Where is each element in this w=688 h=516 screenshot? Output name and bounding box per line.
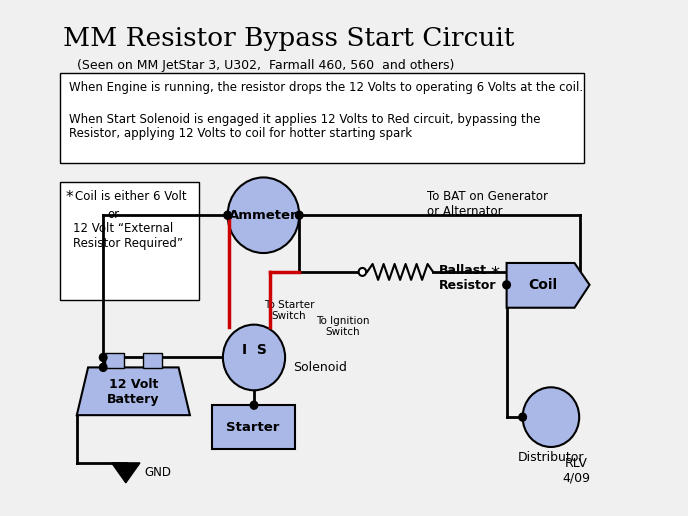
Polygon shape	[77, 367, 190, 415]
Circle shape	[503, 281, 510, 289]
Circle shape	[228, 178, 299, 253]
Circle shape	[519, 413, 526, 421]
Circle shape	[100, 363, 107, 372]
Text: Resistor, applying 12 Volts to coil for hotter starting spark: Resistor, applying 12 Volts to coil for …	[69, 127, 412, 140]
Text: Ammeter: Ammeter	[229, 209, 298, 222]
FancyBboxPatch shape	[212, 405, 294, 449]
Text: I  S: I S	[241, 343, 266, 357]
FancyBboxPatch shape	[60, 73, 584, 163]
Circle shape	[250, 401, 258, 409]
Polygon shape	[506, 263, 590, 308]
Text: When Start Solenoid is engaged it applies 12 Volts to Red circuit, bypassing the: When Start Solenoid is engaged it applie…	[69, 113, 541, 126]
Text: Ballast
Resistor: Ballast Resistor	[439, 264, 496, 292]
Circle shape	[358, 268, 366, 276]
Text: To BAT on Generator
or Alternator: To BAT on Generator or Alternator	[427, 190, 548, 218]
Text: To Ignition
Switch: To Ignition Switch	[316, 316, 369, 337]
Circle shape	[224, 211, 231, 219]
Text: *: *	[491, 265, 499, 283]
Text: Resistor Required”: Resistor Required”	[73, 237, 183, 250]
Text: MM Resistor Bypass Start Circuit: MM Resistor Bypass Start Circuit	[63, 26, 514, 51]
FancyBboxPatch shape	[143, 353, 162, 368]
Text: When Engine is running, the resistor drops the 12 Volts to operating 6 Volts at : When Engine is running, the resistor dro…	[69, 81, 583, 94]
Circle shape	[523, 388, 579, 447]
Text: Distributor: Distributor	[517, 451, 584, 464]
Text: *: *	[65, 190, 73, 205]
Text: Coil: Coil	[528, 278, 557, 292]
Circle shape	[295, 211, 303, 219]
Text: or: or	[107, 208, 119, 221]
Text: 12 Volt
Battery: 12 Volt Battery	[107, 378, 160, 406]
Text: Coil is either 6 Volt: Coil is either 6 Volt	[75, 190, 186, 203]
Text: Starter: Starter	[226, 421, 280, 433]
Text: Solenoid: Solenoid	[294, 361, 347, 374]
FancyBboxPatch shape	[105, 353, 124, 368]
FancyBboxPatch shape	[60, 183, 200, 300]
Circle shape	[100, 353, 107, 361]
Text: To Starter
Switch: To Starter Switch	[264, 300, 314, 321]
Text: RLV
4/09: RLV 4/09	[562, 457, 590, 485]
Text: GND: GND	[144, 466, 172, 479]
Circle shape	[223, 325, 285, 390]
Polygon shape	[111, 463, 140, 483]
Text: 12 Volt “External: 12 Volt “External	[73, 222, 173, 235]
Text: (Seen on MM JetStar 3, U302,  Farmall 460, 560  and others): (Seen on MM JetStar 3, U302, Farmall 460…	[77, 59, 454, 72]
